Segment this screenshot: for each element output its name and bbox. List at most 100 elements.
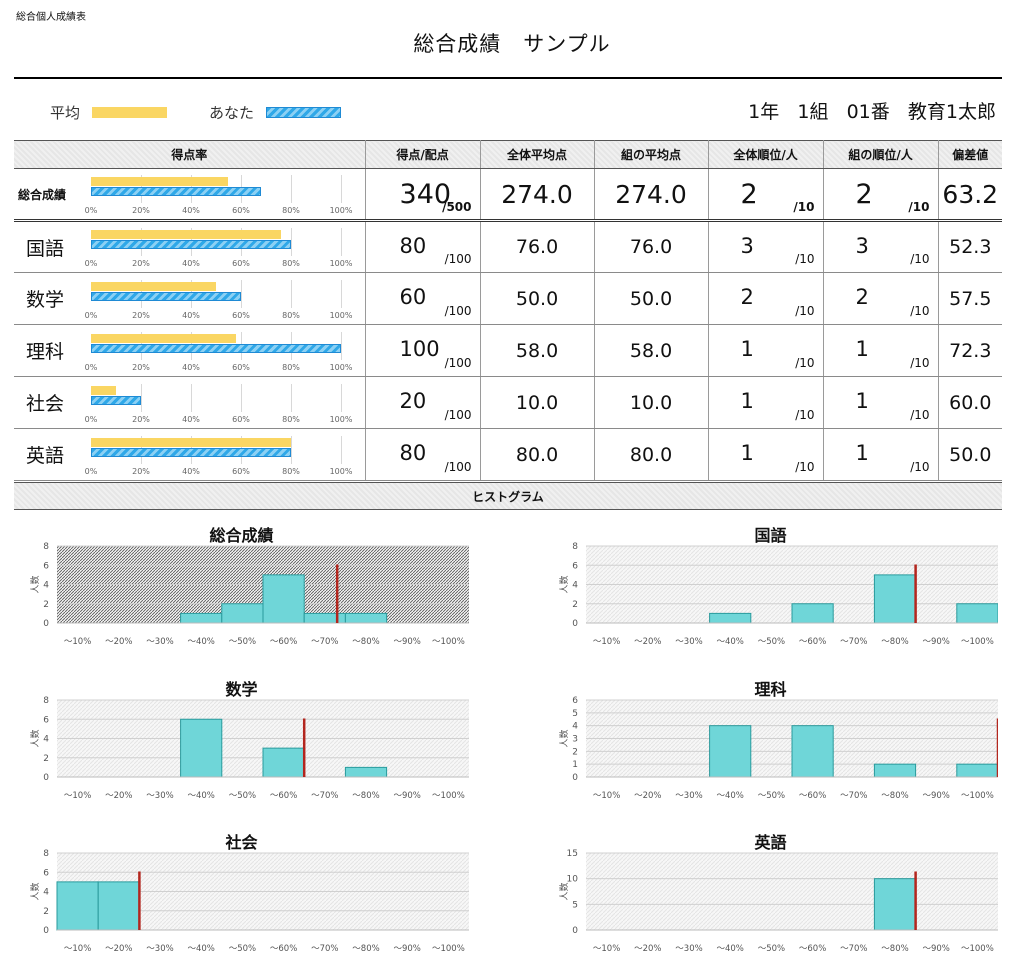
rate-tick-label: 20% [132,362,150,372]
histogram-title: 理科 [754,680,787,699]
average-rate-bar [91,385,116,395]
histogram-chart: 0 2 4 6 8 人数 〜10% 〜20% 〜30% 〜40% 〜50% 〜60% 〜70% 〜80% 〜… [14,676,469,806]
x-tick-label: 〜50% [758,637,785,647]
rate-gridline [241,279,242,308]
plot-background [586,853,998,930]
y-tick-label: 2 [572,600,578,610]
x-tick-label: 〜20% [105,791,132,801]
y-tick-label: 2 [43,600,49,610]
histogram-bar [873,574,917,624]
x-tick-label: 〜20% [634,944,661,954]
score-cell: 60/100 [365,272,481,325]
x-tick-label: 〜70% [840,637,867,647]
x-tick-label: 〜90% [393,944,420,954]
y-tick-label: 2 [43,754,49,764]
header-score: 得点/配点 [365,140,481,169]
x-tick-label: 〜80% [352,637,379,647]
score-max: /500 [442,200,472,214]
rate-tick-label: 40% [182,310,200,320]
overall-rank-cell: 2/10 [708,168,824,222]
header-overall-avg: 全体平均点 [480,140,595,169]
x-tick-label: 〜10% [64,791,91,801]
overall-rank-total: /10 [795,460,815,474]
y-tick-label: 6 [43,715,49,725]
overall-rank: 3 [740,234,754,258]
x-tick-label: 〜70% [840,791,867,801]
rate-gridline [291,279,292,308]
histogram-bar [791,603,834,624]
y-tick-label: 3 [572,735,578,745]
y-axis-label: 人数 [29,575,41,593]
y-tick-label: 0 [572,773,578,783]
rate-tick-label: 40% [182,259,200,268]
rate-tick-label: 80% [282,259,300,268]
histogram-bar [873,878,917,931]
score-cell: 20/100 [365,376,481,429]
header-overall-rank: 全体順位/人 [708,140,824,169]
table-row: 英語 0% 20% 40% 60% 80% 100% 80/100 80.0 80.0 1/10 1/… [14,428,1003,481]
histogram-chart: 0 2 4 6 8 人数 〜10% 〜20% 〜30% 〜40% 〜50% 〜60% 〜70% 〜80% 〜… [14,522,469,652]
rate-tick-label: 60% [232,310,250,320]
overall-rank: 1 [740,389,754,413]
y-tick-label: 15 [567,849,578,859]
class-rank-total: /10 [910,252,930,266]
class-rank-total: /10 [910,408,930,422]
class-average: 50.0 [594,272,709,325]
document-label: 総合個人成績表 [16,12,86,23]
histogram-bar [262,747,305,778]
table-row: 社会 0% 20% 40% 60% 80% 100% 20/100 10.0 10.0 1/10 1/… [14,376,1003,429]
class-rank-total: /10 [910,356,930,370]
x-tick-label: 〜70% [311,944,338,954]
histogram-svg: 0 2 4 6 8 人数〜10% 〜20% 〜30% 〜40% 〜50% 〜60% 〜70% 〜80% 〜… [558,542,998,647]
rate-tick-label: 20% [132,310,150,320]
your-rate-bar [91,187,261,196]
rate-gridline [291,383,292,412]
class-rank: 1 [855,441,869,465]
student-class: 1組 [797,101,829,123]
y-tick-label: 10 [567,875,579,885]
y-axis-label: 人数 [558,575,570,593]
rate-gridline [291,228,292,256]
rate-gridline [241,383,242,412]
student-name: 教育1太郎 [907,101,996,123]
y-axis-label: 人数 [558,729,570,747]
x-tick-label: 〜70% [311,637,338,647]
score-max: /100 [444,304,472,318]
rate-tick-label: 0% [84,310,98,320]
rate-tick-label: 100% [329,362,353,372]
x-tick-label: 〜10% [593,791,620,801]
legend-you-label: あなた [209,103,255,122]
subject-name: 英語 [14,428,89,481]
rate-tick-label: 20% [132,466,150,476]
your-rate-bar [91,343,341,353]
rate-tick-label: 100% [329,414,353,424]
y-tick-label: 8 [572,542,578,552]
rate-tick-label: 60% [232,259,250,268]
histogram-bar [303,612,346,624]
rate-tick-label: 0% [84,362,98,372]
x-tick-label: 〜30% [675,791,702,801]
x-tick-label: 〜60% [799,944,826,954]
x-tick-label: 〜10% [64,944,91,954]
histogram-bar [97,881,140,931]
overall-rank-cell: 3/10 [708,220,824,273]
histogram-svg: 0 2 4 6 8 人数〜10% 〜20% 〜30% 〜40% 〜50% 〜60% 〜70% 〜80% 〜… [29,542,469,647]
y-tick-label: 0 [572,619,578,629]
overall-rank-cell: 1/10 [708,376,824,429]
legend-average-swatch [92,106,168,118]
class-rank-total: /10 [908,200,930,214]
rate-cell: 0% 20% 40% 60% 80% 100% [85,324,366,377]
x-tick-label: 〜20% [634,791,661,801]
x-tick-label: 〜10% [64,637,91,647]
y-tick-label: 8 [43,849,49,859]
deviation-value: 72.3 [938,324,1003,377]
rate-chart: 0% 20% 40% 60% 80% 100% [85,173,353,217]
score-value: 100 [399,337,440,361]
rate-tick-label: 100% [329,466,353,476]
overall-average: 50.0 [480,272,595,325]
histogram-title: 数学 [225,680,258,699]
student-number: 01番 [846,101,890,123]
overall-average: 274.0 [480,168,595,222]
header-deviation: 偏差値 [938,140,1003,169]
rate-chart: 0% 20% 40% 60% 80% 100% [85,330,353,374]
